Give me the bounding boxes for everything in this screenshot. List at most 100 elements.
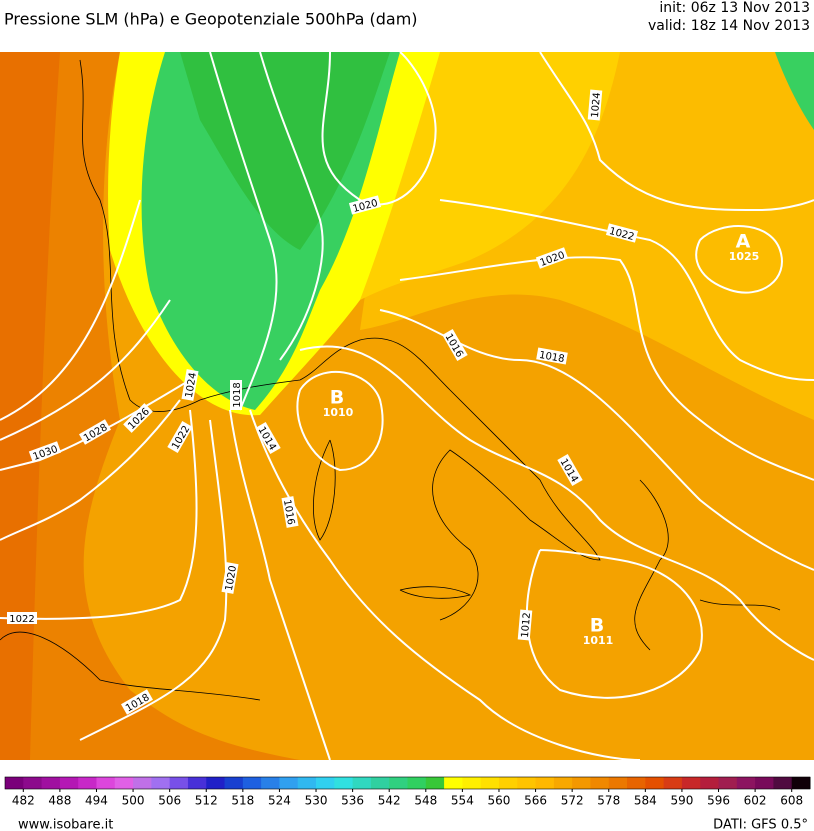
- colorbar-swatch: [133, 777, 152, 789]
- center-letter: A: [736, 231, 751, 253]
- colorbar-swatch: [462, 777, 482, 789]
- isobar-value: 1024: [590, 92, 603, 118]
- colorbar-tick-label: 602: [744, 794, 767, 808]
- label-bg: [587, 89, 603, 121]
- colorbar-swatch: [59, 777, 79, 789]
- label-bg: [255, 422, 281, 454]
- init-time: init: 06z 13 Nov 2013: [659, 0, 810, 16]
- map: [0, 51, 814, 761]
- label-bg: [123, 403, 153, 433]
- colorbar-swatch: [114, 777, 134, 789]
- colorbar-swatch: [279, 777, 299, 789]
- colorbar-tick-label: 542: [378, 794, 401, 808]
- colorbar-tick-label: 518: [231, 794, 254, 808]
- colorbar-tick-label: 512: [195, 794, 218, 808]
- colorbar-swatch: [41, 777, 61, 789]
- colorbar-swatch: [224, 777, 244, 789]
- colorbar-swatch: [151, 777, 171, 789]
- colorbar-tick-label: 554: [451, 794, 474, 808]
- colorbar-swatch: [663, 777, 683, 789]
- isobar-label: 1018: [230, 380, 243, 410]
- colorbar-swatch: [590, 777, 610, 789]
- label-bg: [28, 441, 62, 463]
- colorbar-swatch: [517, 777, 537, 789]
- colorbar-tick-label: 530: [305, 794, 328, 808]
- isobar-value: 1018: [538, 350, 565, 365]
- colorbar-swatch: [96, 777, 116, 789]
- colorbar-tick-label: 506: [158, 794, 181, 808]
- colorbar-tick-label: 572: [561, 794, 584, 808]
- label-bg: [557, 454, 583, 486]
- colorbar-swatch: [334, 777, 354, 789]
- center-letter: B: [590, 615, 604, 637]
- label-bg: [605, 223, 639, 243]
- colorbar-swatch: [407, 777, 427, 789]
- colorbar-tick-label: 590: [670, 794, 693, 808]
- colorbar-swatch: [389, 777, 408, 789]
- colorbar-swatch: [627, 777, 646, 789]
- colorbar-swatch: [370, 777, 390, 789]
- colorbar-swatch: [681, 777, 701, 789]
- colorbar-tick-label: 524: [268, 794, 291, 808]
- colorbar-swatch: [480, 777, 500, 789]
- label-bg: [281, 496, 299, 528]
- isobar-value: 1012: [520, 612, 533, 638]
- label-bg: [181, 369, 199, 401]
- colorbar-swatch: [773, 777, 793, 789]
- colorbar-swatch: [352, 777, 372, 789]
- label-bg: [517, 609, 533, 641]
- colorbar-swatch: [425, 777, 445, 789]
- label-bg: [121, 689, 153, 715]
- isobar-label: 1024: [587, 89, 603, 121]
- valid-time: valid: 18z 14 Nov 2013: [648, 18, 810, 34]
- isobar-label: 1020: [221, 562, 239, 594]
- colorbar-swatch: [498, 777, 518, 789]
- colorbar-swatch: [242, 777, 262, 789]
- center-value: 1010: [323, 406, 354, 419]
- isobar-label: 1022: [7, 612, 37, 625]
- center-letter: B: [330, 387, 344, 409]
- isobar-value: 1018: [232, 382, 243, 407]
- colorbar-tick-label: 608: [780, 794, 803, 808]
- colorbar-tick-label: 500: [122, 794, 145, 808]
- label-bg: [536, 347, 568, 365]
- colorbar-swatch: [297, 777, 317, 789]
- label-bg: [348, 195, 382, 215]
- colorbar-tick-label: 548: [414, 794, 437, 808]
- colorbar-swatch: [261, 777, 280, 789]
- label-bg: [7, 612, 37, 624]
- colorbar-swatch: [169, 777, 189, 789]
- colorbar-swatch: [572, 777, 591, 789]
- colorbar-swatch: [791, 777, 811, 789]
- colorbar-tick-label: 536: [341, 794, 364, 808]
- isobar-value: 1016: [281, 499, 296, 526]
- colorbar-tick-label: 596: [707, 794, 730, 808]
- source: www.isobare.it: [18, 818, 113, 831]
- colorbar-frame: [4, 776, 811, 790]
- colorbar-swatch: [700, 777, 720, 789]
- isobar-label: 1012: [517, 609, 533, 641]
- isobar-label: 1016: [281, 496, 299, 528]
- colorbar-swatch: [718, 777, 738, 789]
- colorbar-swatch: [736, 777, 756, 789]
- label-bg: [221, 562, 239, 594]
- label-bg: [535, 247, 569, 269]
- colorbar-swatch: [5, 777, 24, 789]
- label-bg: [442, 329, 468, 361]
- colorbar-tick-label: 578: [597, 794, 620, 808]
- colorbar-tick-label: 560: [488, 794, 511, 808]
- label-bg: [79, 419, 111, 445]
- colorbar-tick-label: 584: [634, 794, 657, 808]
- label-bg: [167, 421, 193, 453]
- colorbar-swatch: [608, 777, 628, 789]
- colorbar-swatch: [78, 777, 97, 789]
- isobar-label: 1024: [181, 369, 199, 401]
- center-value: 1011: [583, 634, 614, 647]
- colorbar-tick-label: 488: [48, 794, 71, 808]
- isobar-label: 1018: [536, 347, 568, 365]
- colorbar-tick-label: 482: [12, 794, 35, 808]
- colorbar-tick-label: 566: [524, 794, 547, 808]
- colorbar-swatch: [645, 777, 665, 789]
- isobar-value: 1022: [9, 614, 34, 625]
